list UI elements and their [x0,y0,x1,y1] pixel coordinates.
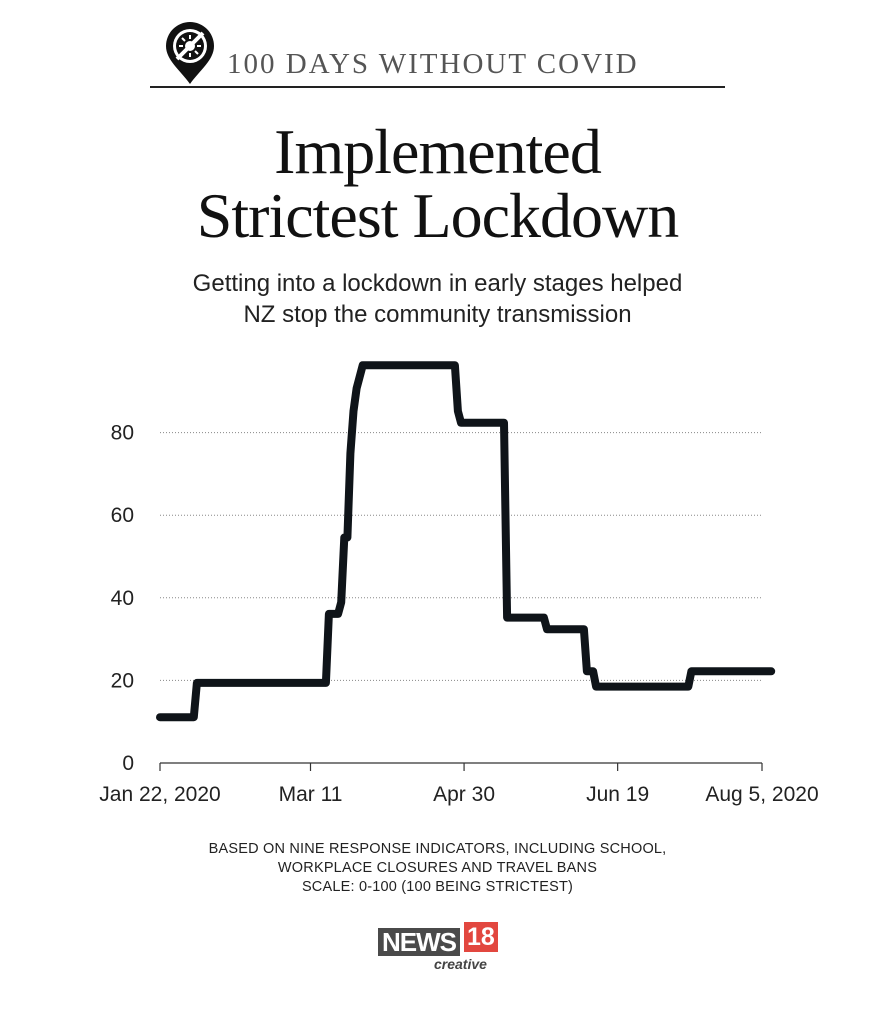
y-tick-label: 20 [111,669,134,692]
title-line-1: Implemented [274,116,602,187]
news18-logo: NEWS 18 creative [378,922,508,974]
y-tick-label: 80 [111,422,134,445]
no-virus-icon [166,22,214,84]
header: 100 DAYS WITHOUT COVID [150,18,725,88]
footnote-line-3: SCALE: 0-100 (100 BEING STRICTEST) [301,879,574,895]
footnote-line-1: BASED ON NINE RESPONSE INDICATORS, INCLU… [208,841,667,857]
y-tick-label: 0 [122,752,134,775]
series-line [156,361,776,722]
chart-container: 0 20 40 60 80 Jan 22, 2020 Mar 11 Apr 30 Jun 19 A… [90,340,850,820]
page-title: Implemented Strictest Lockdown [0,120,875,248]
footnote-line-2: WORKPLACE CLOSURES AND TRAVEL BANS [277,860,598,876]
subtitle-line-1: Getting into a lockdown in early stages … [192,270,683,297]
brand-name: NEWS [378,928,460,956]
brand-number: 18 [464,922,498,952]
lockdown-chart: 0 20 40 60 80 Jan 22, 2020 Mar 11 Apr 30 Jun 19 A… [99,361,819,806]
subtitle: Getting into a lockdown in early stages … [0,268,875,330]
x-tick-label: Apr 30 [433,783,495,806]
x-tick-label: Mar 11 [279,783,343,806]
x-tick-label: Aug 5, 2020 [705,783,818,806]
footnote: BASED ON NINE RESPONSE INDICATORS, INCLU… [0,840,875,897]
subtitle-line-2: NZ stop the community transmission [243,301,632,328]
y-tick-label: 40 [111,587,134,610]
title-line-2: Strictest Lockdown [196,180,679,251]
brand-sub: creative [434,956,487,972]
x-tick-label: Jun 19 [586,783,649,806]
x-tick-label: Jan 22, 2020 [99,783,220,806]
header-divider [150,86,725,88]
header-kicker: 100 DAYS WITHOUT COVID [227,48,639,80]
y-tick-label: 60 [111,504,134,527]
